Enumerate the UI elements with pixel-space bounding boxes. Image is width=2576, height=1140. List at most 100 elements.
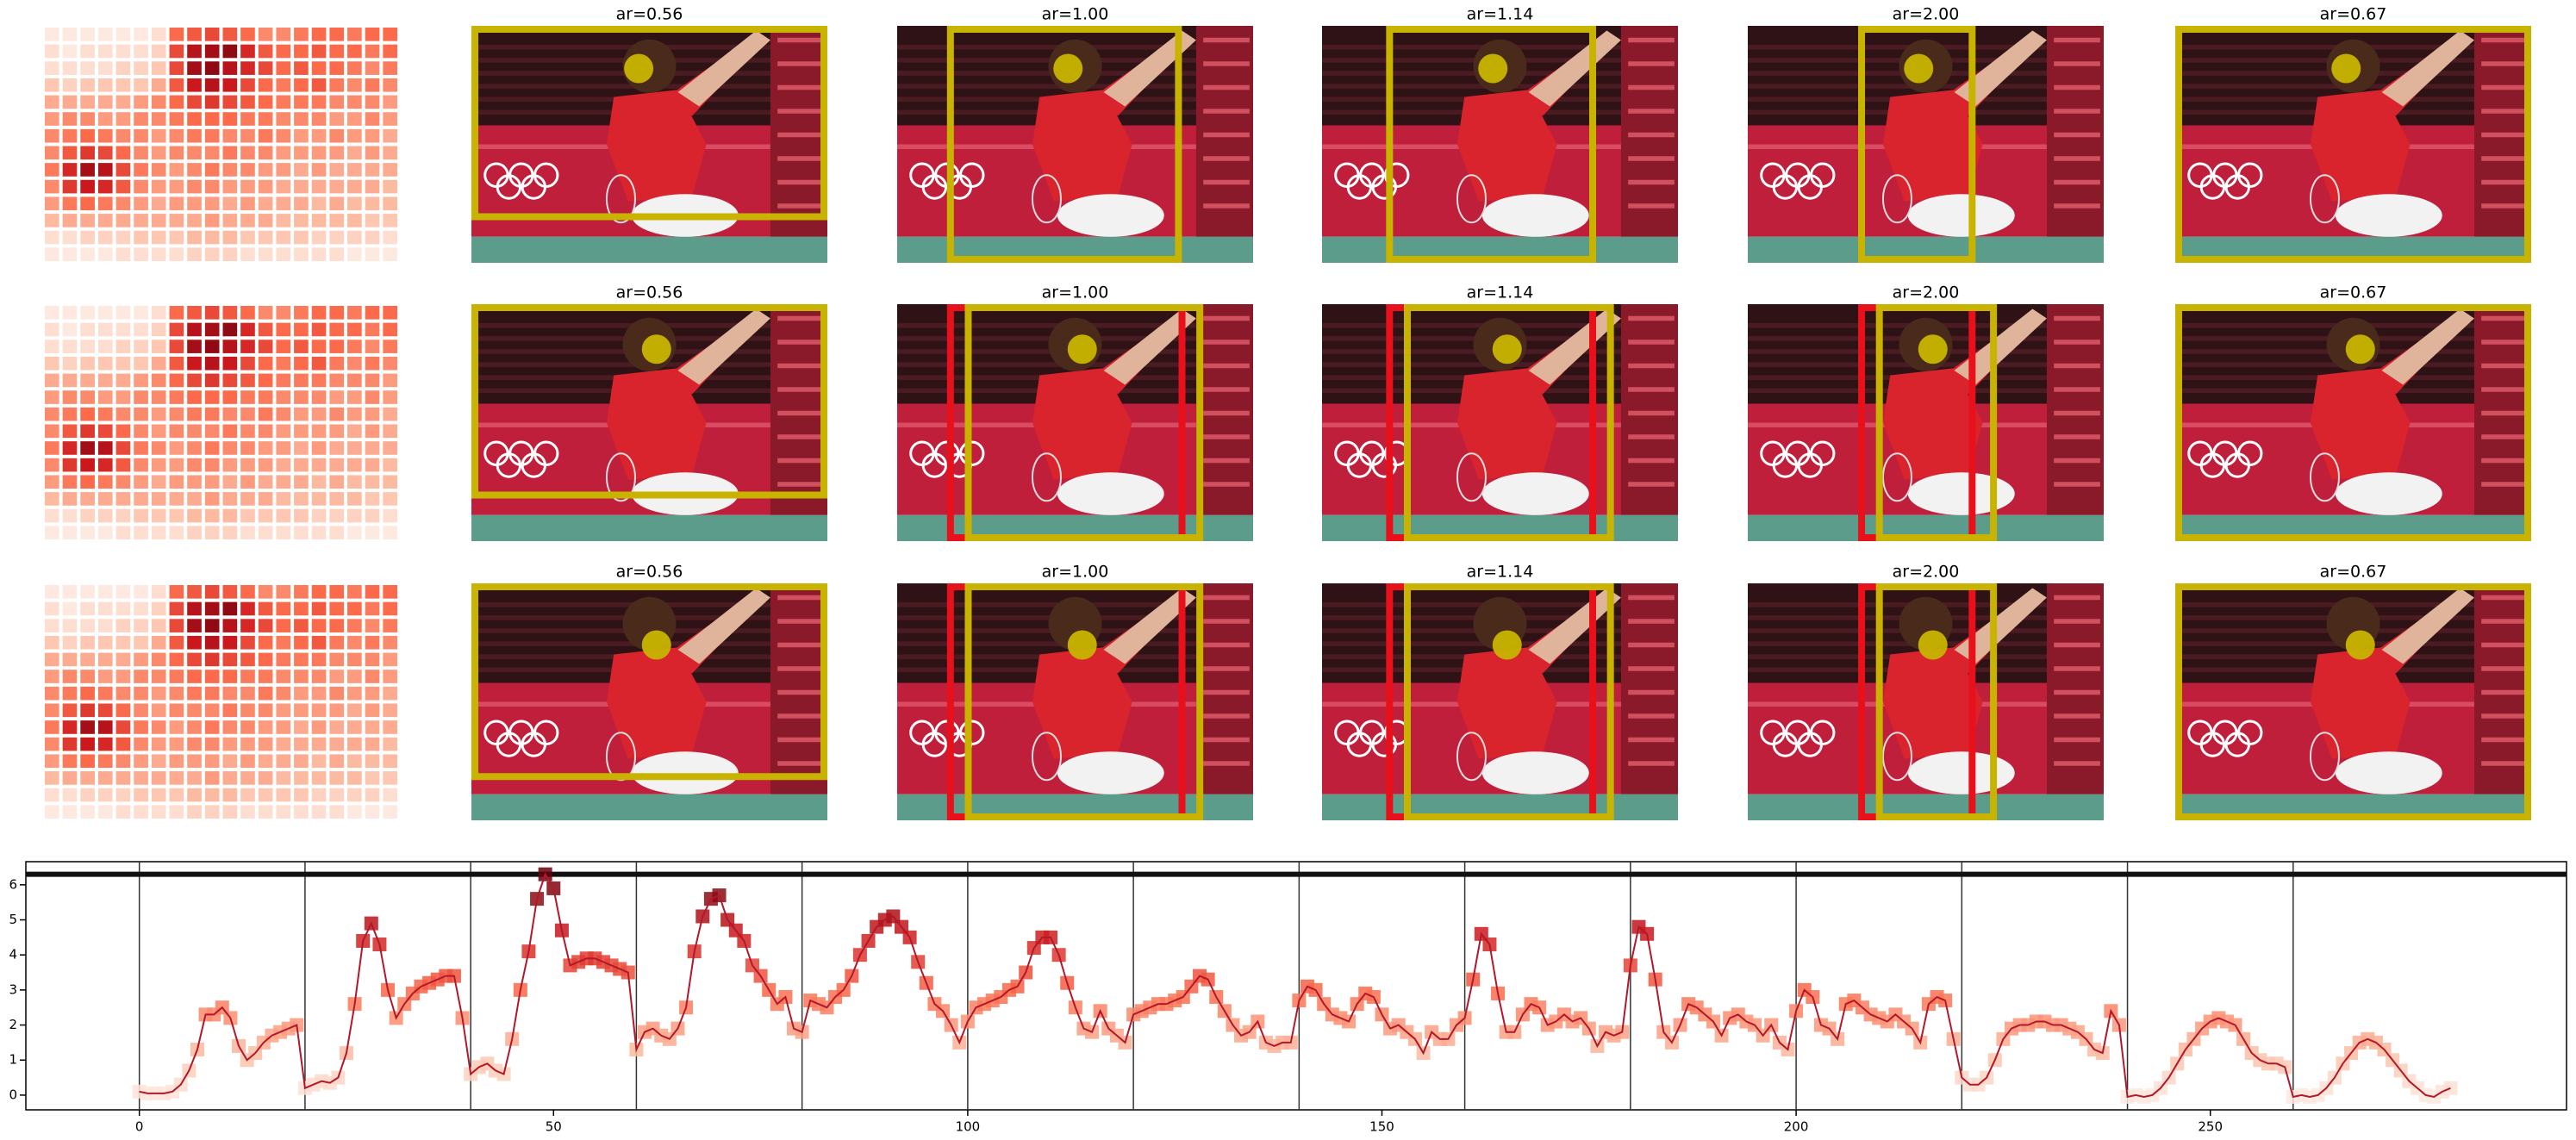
photo-region <box>2481 595 2528 601</box>
heatmap-cell <box>222 306 238 320</box>
heatmap-cell <box>187 670 202 683</box>
photo <box>1748 304 2104 541</box>
heatmap-cell <box>222 146 238 160</box>
photo-region <box>777 737 824 743</box>
heatmap-cell <box>311 356 327 371</box>
heatmap-cell <box>62 196 78 211</box>
heatmap-cell <box>276 61 291 75</box>
shorts <box>1907 751 2015 794</box>
heatmap-cell <box>311 475 327 489</box>
heatmap-cell <box>347 247 362 261</box>
heatmap-cell <box>187 247 202 261</box>
heatmap-cell <box>365 601 380 616</box>
heatmap-cell <box>365 771 380 785</box>
heatmap-cell <box>204 230 220 245</box>
racket <box>605 174 636 224</box>
photo-region <box>777 203 824 209</box>
heatmap-cell <box>62 179 78 194</box>
heatmap-cell <box>311 390 327 404</box>
arm <box>677 30 770 107</box>
heatmap-cell <box>115 44 131 59</box>
heatmap-cell <box>383 44 397 59</box>
heatmap-cell <box>365 424 380 439</box>
heatmap-cell <box>276 214 291 227</box>
heatmap-cell <box>134 703 148 718</box>
heatmap-cell <box>62 44 78 59</box>
heatmap-cell <box>169 112 184 126</box>
heatmap-cell <box>62 788 78 802</box>
panel-title: ar=0.56 <box>616 563 683 582</box>
heatmap-cell <box>45 635 59 650</box>
heatmap-cell <box>80 322 95 337</box>
heatmap-cell <box>383 163 397 177</box>
heatmap-cell <box>347 635 362 650</box>
heatmap-cell <box>115 356 131 371</box>
heatmap-cell <box>329 230 345 245</box>
heatmap-cell <box>204 179 220 194</box>
heatmap-cell <box>365 28 380 41</box>
photo-region <box>2481 84 2528 90</box>
heatmap-cell <box>276 805 291 819</box>
heatmap-cell <box>115 306 131 320</box>
heatmap-cell <box>169 78 184 92</box>
heatmap-cell <box>151 322 166 337</box>
heatmap-cell <box>80 95 95 109</box>
heatmap-cell <box>276 128 291 143</box>
heatmap-cell <box>80 28 95 41</box>
heatmap-cell <box>134 78 148 92</box>
heatmap-cell <box>115 458 131 472</box>
heatmap-cell <box>329 356 345 371</box>
photo-region <box>1628 434 1675 439</box>
heatmap-cell <box>383 424 397 439</box>
photo-region <box>1628 37 1675 43</box>
heatmap-cell <box>151 214 166 227</box>
crop-box <box>471 583 827 781</box>
heatmap-cell <box>204 492 220 506</box>
heatmap-cell <box>169 146 184 160</box>
heatmap-cell <box>383 61 397 75</box>
photo-region <box>777 363 824 369</box>
heatmap-cell <box>134 28 148 41</box>
photo-region <box>897 71 1201 76</box>
heatmap-cell <box>45 230 59 245</box>
photo-region <box>1748 349 2051 354</box>
heatmap-cell <box>80 356 95 371</box>
heatmap-cell <box>258 601 273 616</box>
heatmap-cell <box>151 475 166 489</box>
heatmap-cell <box>240 95 255 109</box>
heatmap-cell <box>383 508 397 523</box>
heatmap-cell <box>187 407 202 421</box>
heatmap-cell <box>365 356 380 371</box>
heatmap-cell <box>97 441 113 455</box>
heatmap-cell <box>169 441 184 455</box>
heatmap-cell <box>294 112 309 126</box>
shorts <box>1907 194 2015 237</box>
shirt <box>1456 647 1557 759</box>
heatmap-cell <box>311 635 327 650</box>
photo-region <box>471 794 827 820</box>
heatmap-cell <box>187 306 202 320</box>
heatmap-cell <box>311 652 327 667</box>
heatmap-cell <box>169 475 184 489</box>
photo-region <box>2046 583 2104 794</box>
heatmap-cell <box>169 458 184 472</box>
heatmap-cell <box>294 526 309 539</box>
heatmap-cell <box>347 44 362 59</box>
heatmap-cell <box>62 526 78 539</box>
heatmap-cell <box>294 373 309 388</box>
arm <box>1528 588 1621 664</box>
heatmap-cell <box>169 322 184 337</box>
heatmap-cell <box>204 619 220 632</box>
heatmap-cell <box>62 720 78 734</box>
heatmap-cell <box>115 526 131 539</box>
focus-point <box>1918 630 1948 660</box>
crop-box <box>1858 26 1976 263</box>
heatmap-cell <box>222 322 238 337</box>
heatmap-cell <box>204 686 220 701</box>
heatmap-cell <box>115 373 131 388</box>
ring <box>1371 452 1397 478</box>
heatmap-cell <box>115 340 131 353</box>
heatmap-cell <box>45 340 59 353</box>
heatmap-cell <box>62 407 78 421</box>
heatmap-cell <box>80 247 95 261</box>
